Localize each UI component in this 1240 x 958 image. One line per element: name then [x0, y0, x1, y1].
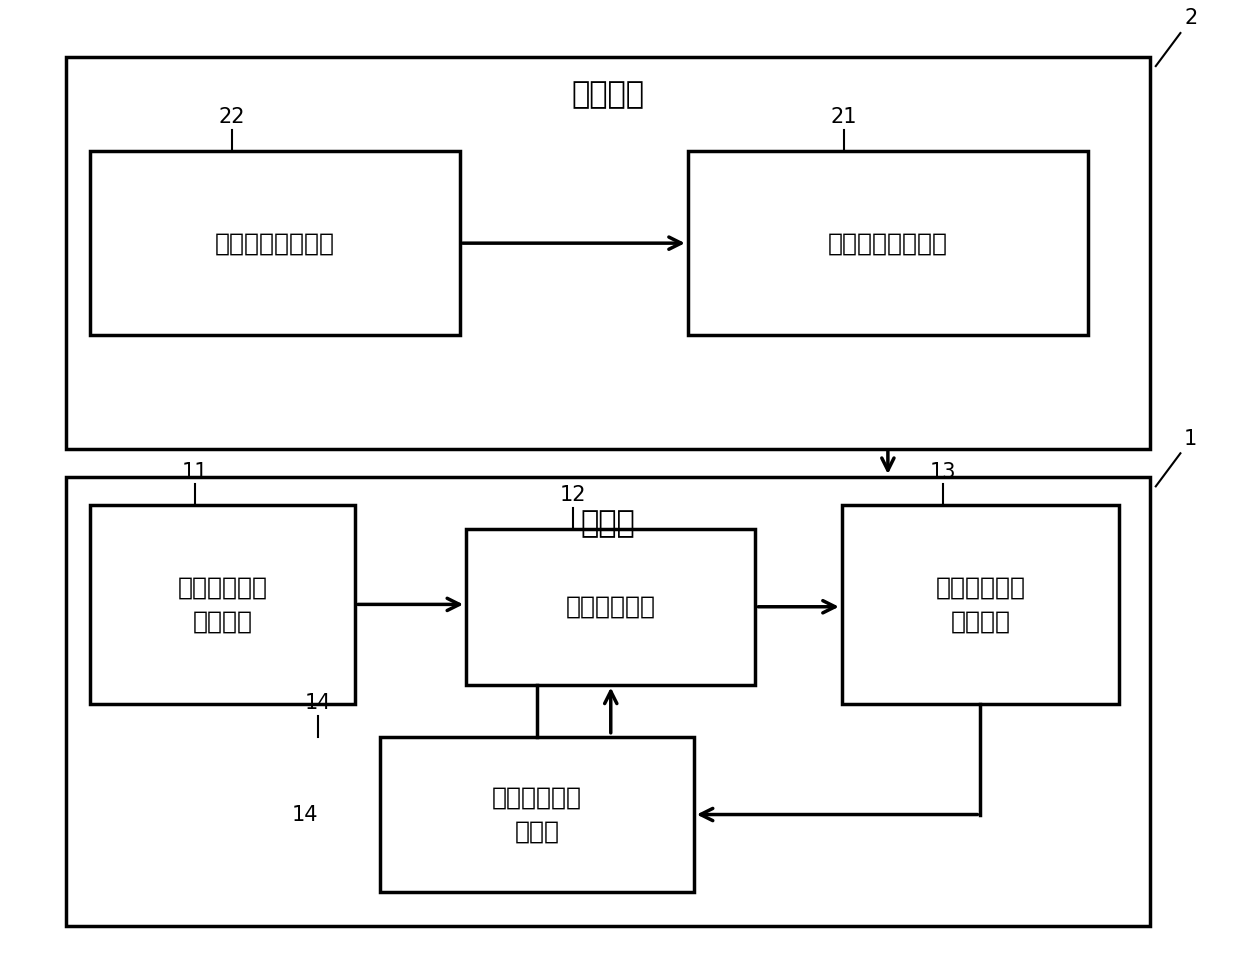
Bar	[379, 737, 694, 893]
Bar	[688, 151, 1087, 335]
Text: 移动终端: 移动终端	[572, 80, 645, 109]
Text: 12: 12	[560, 486, 587, 505]
Text: 服务器信息传
输模块: 服务器信息传 输模块	[492, 786, 582, 843]
Text: 服务器: 服务器	[580, 510, 635, 538]
Text: 21: 21	[831, 107, 857, 127]
Text: 22: 22	[218, 107, 246, 127]
Text: 电子印章使用
记录模块: 电子印章使用 记录模块	[935, 576, 1025, 633]
Text: 人脸图像采集模块: 人脸图像采集模块	[215, 231, 335, 255]
Text: 14: 14	[291, 805, 319, 825]
Text: 2: 2	[1184, 9, 1198, 29]
Text: 1: 1	[1184, 428, 1198, 448]
Text: 匹配处理模块: 匹配处理模块	[565, 595, 656, 619]
Bar	[66, 477, 1149, 925]
Bar	[91, 151, 460, 335]
Bar	[842, 505, 1118, 703]
Text: 13: 13	[930, 462, 956, 482]
Bar	[466, 529, 755, 685]
Text: 人脸图像特征
预存模块: 人脸图像特征 预存模块	[177, 576, 268, 633]
Bar	[66, 57, 1149, 448]
Bar	[91, 505, 355, 703]
Text: 终端信息传输模块: 终端信息传输模块	[828, 231, 947, 255]
Text: 14: 14	[305, 693, 331, 713]
Text: 11: 11	[182, 462, 208, 482]
